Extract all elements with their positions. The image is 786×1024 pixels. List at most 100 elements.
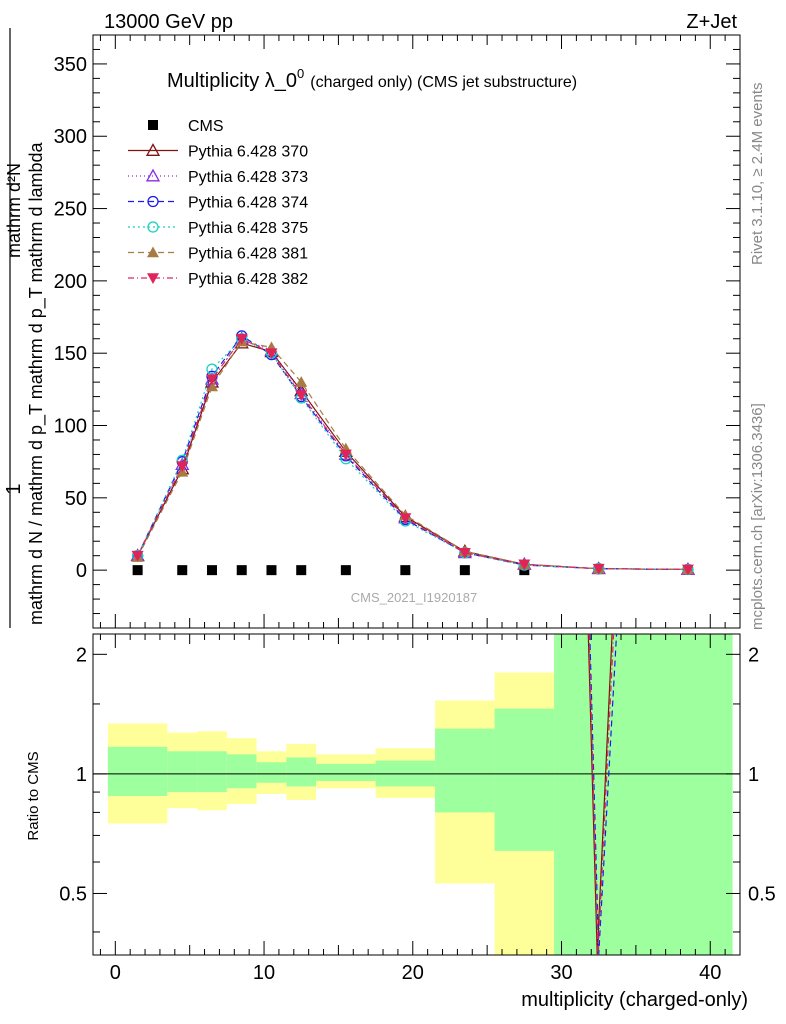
x-tick-label: 40 (699, 962, 721, 984)
data-point-cms (236, 565, 247, 576)
ratio-band-inner-2 (197, 751, 227, 793)
ratio-ytick-label-right: 1 (748, 764, 759, 786)
data-point-cms (206, 565, 217, 576)
ratio-band-inner-10 (554, 634, 733, 955)
ratio-band-inner-8 (435, 728, 495, 813)
ratio-ytick-label-right: 0.5 (748, 883, 776, 905)
legend-label-p374: Pythia 6.428 374 (188, 195, 308, 212)
x-tick-label: 10 (253, 962, 275, 984)
legend-entry-p375: Pythia 6.428 375 (128, 220, 308, 237)
legend-label-p375: Pythia 6.428 375 (188, 220, 308, 237)
data-point-p375 (206, 363, 218, 375)
ratio-plot-frame (92, 633, 741, 956)
data-point-cms (296, 565, 307, 576)
series-line-p381 (137, 340, 688, 571)
main-ytick-label: 250 (54, 199, 87, 221)
data-point-cms (177, 565, 188, 576)
data-point-cms (459, 565, 470, 576)
chart-title: Multiplicity λ_00 (charged only) (CMS jet… (167, 66, 577, 92)
series-line-p370 (137, 342, 688, 571)
series-line-p374 (137, 335, 688, 571)
series-p382 (131, 333, 694, 576)
main-ytick-label: 300 (54, 126, 87, 148)
data-point-p382 (295, 390, 308, 402)
legend-entry-cms: CMS (148, 118, 224, 135)
ratio-band-inner-1 (167, 751, 198, 793)
data-point-cms (400, 565, 411, 576)
ratio-band-inner-5 (286, 757, 317, 787)
chart-title-sup: 0 (297, 66, 304, 81)
series-p373 (130, 331, 696, 575)
x-axis-label: multiplicity (charged-only) (521, 989, 748, 1011)
data-point-p382 (399, 513, 412, 525)
legend-marker-cms (148, 120, 158, 130)
data-point-p382 (176, 461, 189, 473)
rivet-version-label: Rivet 3.1.10, ≥ 2.4M events (749, 83, 766, 266)
ratio-ylabel: Ratio to CMS (25, 751, 42, 840)
data-point-p382 (205, 374, 218, 386)
main-ytick-label: 0 (76, 560, 87, 582)
main-ylabel-denominator: mathrm d N / mathrm d p_T mathrm d p_T m… (26, 142, 47, 625)
main-plot-frame (92, 34, 741, 629)
main-panel (92, 34, 741, 629)
series-cms (132, 565, 530, 576)
legend-label-p370: Pythia 6.428 370 (188, 144, 308, 161)
ratio-band-inner-4 (256, 762, 287, 783)
x-tick-label: 30 (550, 962, 572, 984)
ratio-band-inner-6 (316, 763, 376, 781)
legend-entry-p370: Pythia 6.428 370 (128, 143, 308, 161)
legend-marker-p370 (145, 143, 161, 156)
main-ylabel: 1 mathrm d N / mathrm d p_T mathrm d p_T… (3, 28, 47, 628)
legend-marker-p375 (147, 221, 159, 233)
legend-marker-p374 (147, 195, 159, 208)
ratio-line-p374 (589, 633, 618, 956)
x-tick-label: 20 (402, 962, 424, 984)
analysis-watermark: CMS_2021_I1920187 (351, 590, 478, 605)
series-p375 (131, 333, 694, 576)
legend-entry-p373: Pythia 6.428 373 (128, 168, 308, 186)
legend-label-p373: Pythia 6.428 373 (188, 169, 308, 186)
x-tick-label: 0 (110, 962, 121, 984)
data-point-p382 (265, 348, 278, 360)
main-ytick-label: 200 (54, 271, 87, 293)
ratio-ytick-label-left: 0.5 (59, 883, 87, 905)
main-ytick-label: 50 (65, 488, 87, 510)
series-line-p373 (137, 338, 688, 571)
legend-marker-p373 (145, 168, 161, 182)
ratio-ytick-label-right: 2 (748, 644, 759, 666)
legend-label-cms: CMS (188, 118, 224, 135)
ratio-line-p382 (588, 633, 615, 956)
ratio-band-inner-3 (226, 754, 257, 789)
legend-marker-p382 (147, 273, 159, 284)
chart-title-main: Multiplicity λ_0 (167, 70, 297, 92)
legend-entry-p374: Pythia 6.428 374 (128, 195, 308, 212)
data-point-p382 (681, 564, 694, 576)
data-point-p382 (458, 547, 471, 559)
ratio-ytick-label-left: 2 (76, 644, 87, 666)
ratio-panel (92, 633, 741, 956)
axis-ticks: 0 50 100 150 200 250 300 350 0 10 20 30 40 0.5 0.5 1 1 2 2 (54, 34, 776, 984)
legend-marker-p381 (147, 246, 159, 258)
data-point-p382 (339, 449, 352, 461)
data-point-cms (340, 565, 351, 576)
ratio-line-p370 (587, 633, 613, 956)
legend-entry-p382: Pythia 6.428 382 (128, 271, 308, 288)
legend-entry-p381: Pythia 6.428 381 (128, 246, 308, 263)
series-line-p382 (137, 337, 688, 571)
process-label: Z+Jet (686, 11, 737, 33)
legend: CMS Pythia 6.428 370 Pythia 6.428 373 Pythi… (128, 118, 308, 288)
legend-label-p382: Pythia 6.428 382 (188, 271, 308, 288)
data-point-p381 (295, 376, 308, 387)
ratio-ytick-label-left: 1 (76, 764, 87, 786)
data-point-p382 (518, 559, 531, 571)
legend-label-p381: Pythia 6.428 381 (188, 246, 308, 263)
data-point-p382 (235, 333, 248, 345)
data-point-cms (266, 565, 277, 576)
main-ytick-label: 150 (54, 343, 87, 365)
data-point-p382 (592, 563, 605, 575)
main-ylabel-d2n: mathrm d²N (4, 163, 24, 258)
data-point-p382 (131, 550, 144, 562)
main-ylabel-numerator: 1 (3, 483, 25, 494)
main-ytick-label: 100 (54, 416, 87, 438)
